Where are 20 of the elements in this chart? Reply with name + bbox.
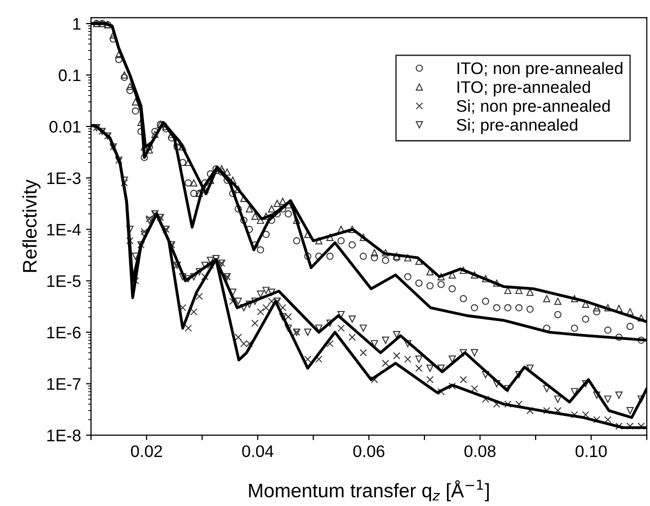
x-tick-label: 0.02 — [131, 445, 162, 458]
legend-label: Si; non pre-annealed — [456, 100, 610, 116]
y-tick-label: 1E-8 — [47, 430, 81, 442]
legend-label: Si; pre-annealed — [456, 118, 578, 134]
y-tick-label: 1E-7 — [47, 378, 80, 390]
legend-label: ITO; pre-annealed — [458, 80, 590, 96]
y-axis-title: Reflectivity — [22, 179, 41, 272]
x-tick-label: 0.06 — [353, 445, 384, 458]
y-tick-label: 1E-6 — [47, 326, 81, 338]
y-tick-label: 1E-4 — [47, 224, 81, 236]
legend-label: ITO; non pre-annealed — [458, 62, 622, 78]
x-tick-label: 0.04 — [242, 445, 274, 458]
y-tick-label: 1 — [73, 18, 80, 30]
x-tick-label: 0.08 — [464, 445, 496, 458]
y-tick-label: 0.01 — [49, 120, 80, 133]
y-tick-label: 1E-3 — [47, 172, 81, 184]
y-tick-label: 0.1 — [58, 69, 80, 82]
y-tick-label: 1E-5 — [47, 275, 81, 288]
x-axis-title: Momentum transfer q$_{z}$ [Å$^{−1}$] — [249, 480, 489, 502]
x-tick-label: 0.10 — [576, 445, 607, 458]
